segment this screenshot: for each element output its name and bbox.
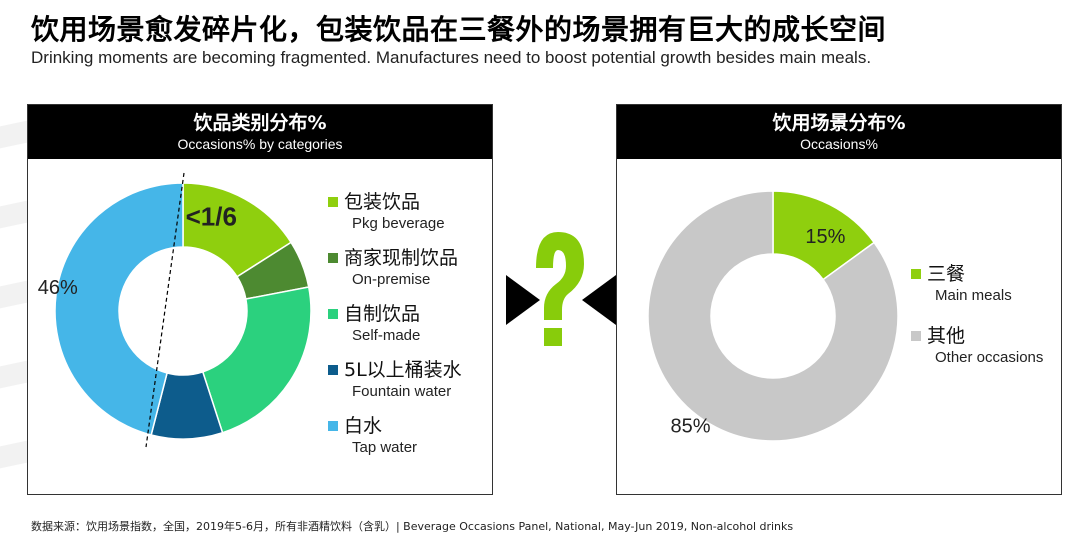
panel-header: 饮品类别分布% Occasions% by categories <box>28 105 492 159</box>
category-distribution-panel: 饮品类别分布% Occasions% by categories <1/6 46%… <box>27 104 493 495</box>
page-title: 饮用场景愈发碎片化，包装饮品在三餐外的场景拥有巨大的成长空间 <box>31 13 887 46</box>
legend-swatch <box>328 197 338 207</box>
panel-subtitle: Occasions% by categories <box>177 136 343 152</box>
legend-label: 白水 <box>344 415 383 437</box>
legend-label: 5L以上桶装水 <box>344 359 462 381</box>
donut-slice <box>54 182 184 436</box>
data-label: <1/6 <box>186 202 237 232</box>
legend-label-en: On-premise <box>352 271 431 288</box>
page-subtitle: Drinking moments are becoming fragmented… <box>31 48 872 67</box>
legend-label: 商家现制饮品 <box>344 247 459 269</box>
arrow-pointer-icon <box>506 275 540 325</box>
legend-label-en: Self-made <box>352 327 421 344</box>
panel-header: 饮用场景分布% Occasions% <box>617 105 1061 159</box>
legend-label: 包装饮品 <box>344 191 421 213</box>
data-label: 85% <box>671 416 711 438</box>
data-source-note: 数据来源：饮用场景指数，全国，2019年5-6月，所有非酒精饮料（含乳）| Be… <box>31 520 794 533</box>
legend-label-en: Tap water <box>352 439 418 456</box>
panel-title: 饮用场景分布% <box>772 112 906 134</box>
legend-label: 三餐 <box>927 263 966 285</box>
legend-label-en: Pkg beverage <box>352 215 445 232</box>
legend-label: 自制饮品 <box>344 303 421 325</box>
legend-label-en: Other occasions <box>935 349 1044 366</box>
donut-slice <box>201 286 312 434</box>
data-label: 15% <box>805 226 845 248</box>
data-label: 46% <box>38 277 78 299</box>
legend-swatch <box>911 269 921 279</box>
legend-swatch <box>911 331 921 341</box>
category-donut-chart: <1/6 46% <box>38 172 312 448</box>
legend-label: 其他 <box>927 325 966 347</box>
legend-label-en: Main meals <box>935 287 1012 304</box>
panel-subtitle: Occasions% <box>800 136 878 152</box>
arrow-pointer-icon <box>582 275 616 325</box>
legend-swatch <box>328 309 338 319</box>
legend-swatch <box>328 365 338 375</box>
legend-swatch <box>328 421 338 431</box>
occasion-distribution-panel: 饮用场景分布% Occasions% 15% 85% 三餐 Main meals 其他… <box>616 104 1062 495</box>
legend-label-en: Fountain water <box>352 383 452 400</box>
legend-swatch <box>328 253 338 263</box>
question-mark-icon <box>536 232 584 346</box>
panel-title: 饮品类别分布% <box>193 112 327 134</box>
donut-slice <box>647 190 899 442</box>
occasion-donut-chart: 15% 85% <box>647 190 899 442</box>
